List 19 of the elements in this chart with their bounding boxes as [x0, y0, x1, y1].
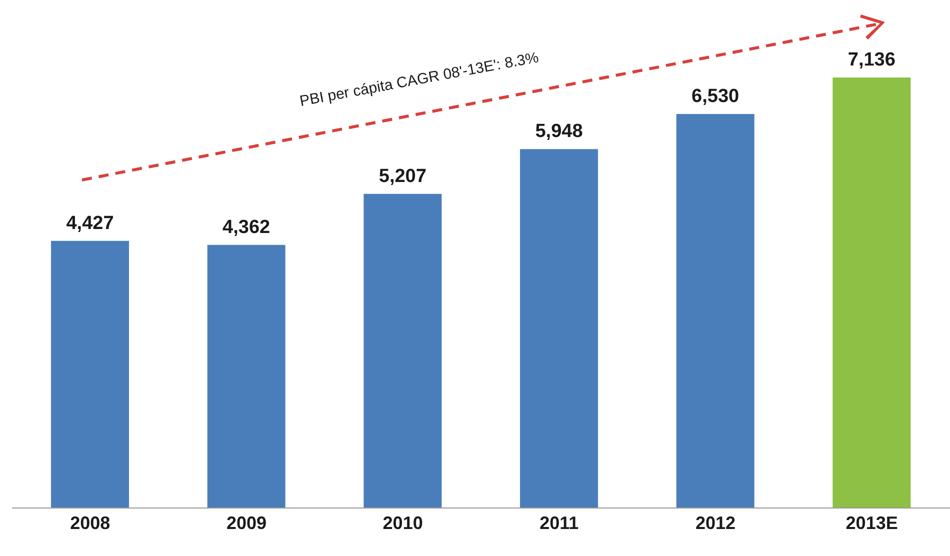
data-label: 4,362 — [222, 216, 270, 238]
data-label: 4,427 — [66, 212, 114, 234]
bar — [520, 149, 598, 508]
bar — [364, 194, 442, 508]
x-tick-label: 2010 — [382, 512, 423, 533]
bar — [832, 77, 911, 508]
bar — [676, 114, 754, 508]
data-label: 5,948 — [535, 121, 583, 142]
bar — [207, 244, 286, 508]
x-tick-label: 2012 — [695, 512, 736, 533]
data-label: 5,207 — [378, 166, 426, 187]
x-tick-label: 2009 — [226, 512, 267, 533]
annotation: PBI per cápita CAGR 08'-13E': 8.3% — [298, 49, 540, 110]
x-tick-label: 2008 — [70, 512, 110, 533]
x-tick-label: 2011 — [540, 512, 579, 533]
bar — [51, 240, 129, 508]
x-tick-label: 2013E — [846, 512, 898, 533]
data-label: 7,136 — [848, 49, 896, 70]
data-label: 6,530 — [692, 86, 740, 108]
